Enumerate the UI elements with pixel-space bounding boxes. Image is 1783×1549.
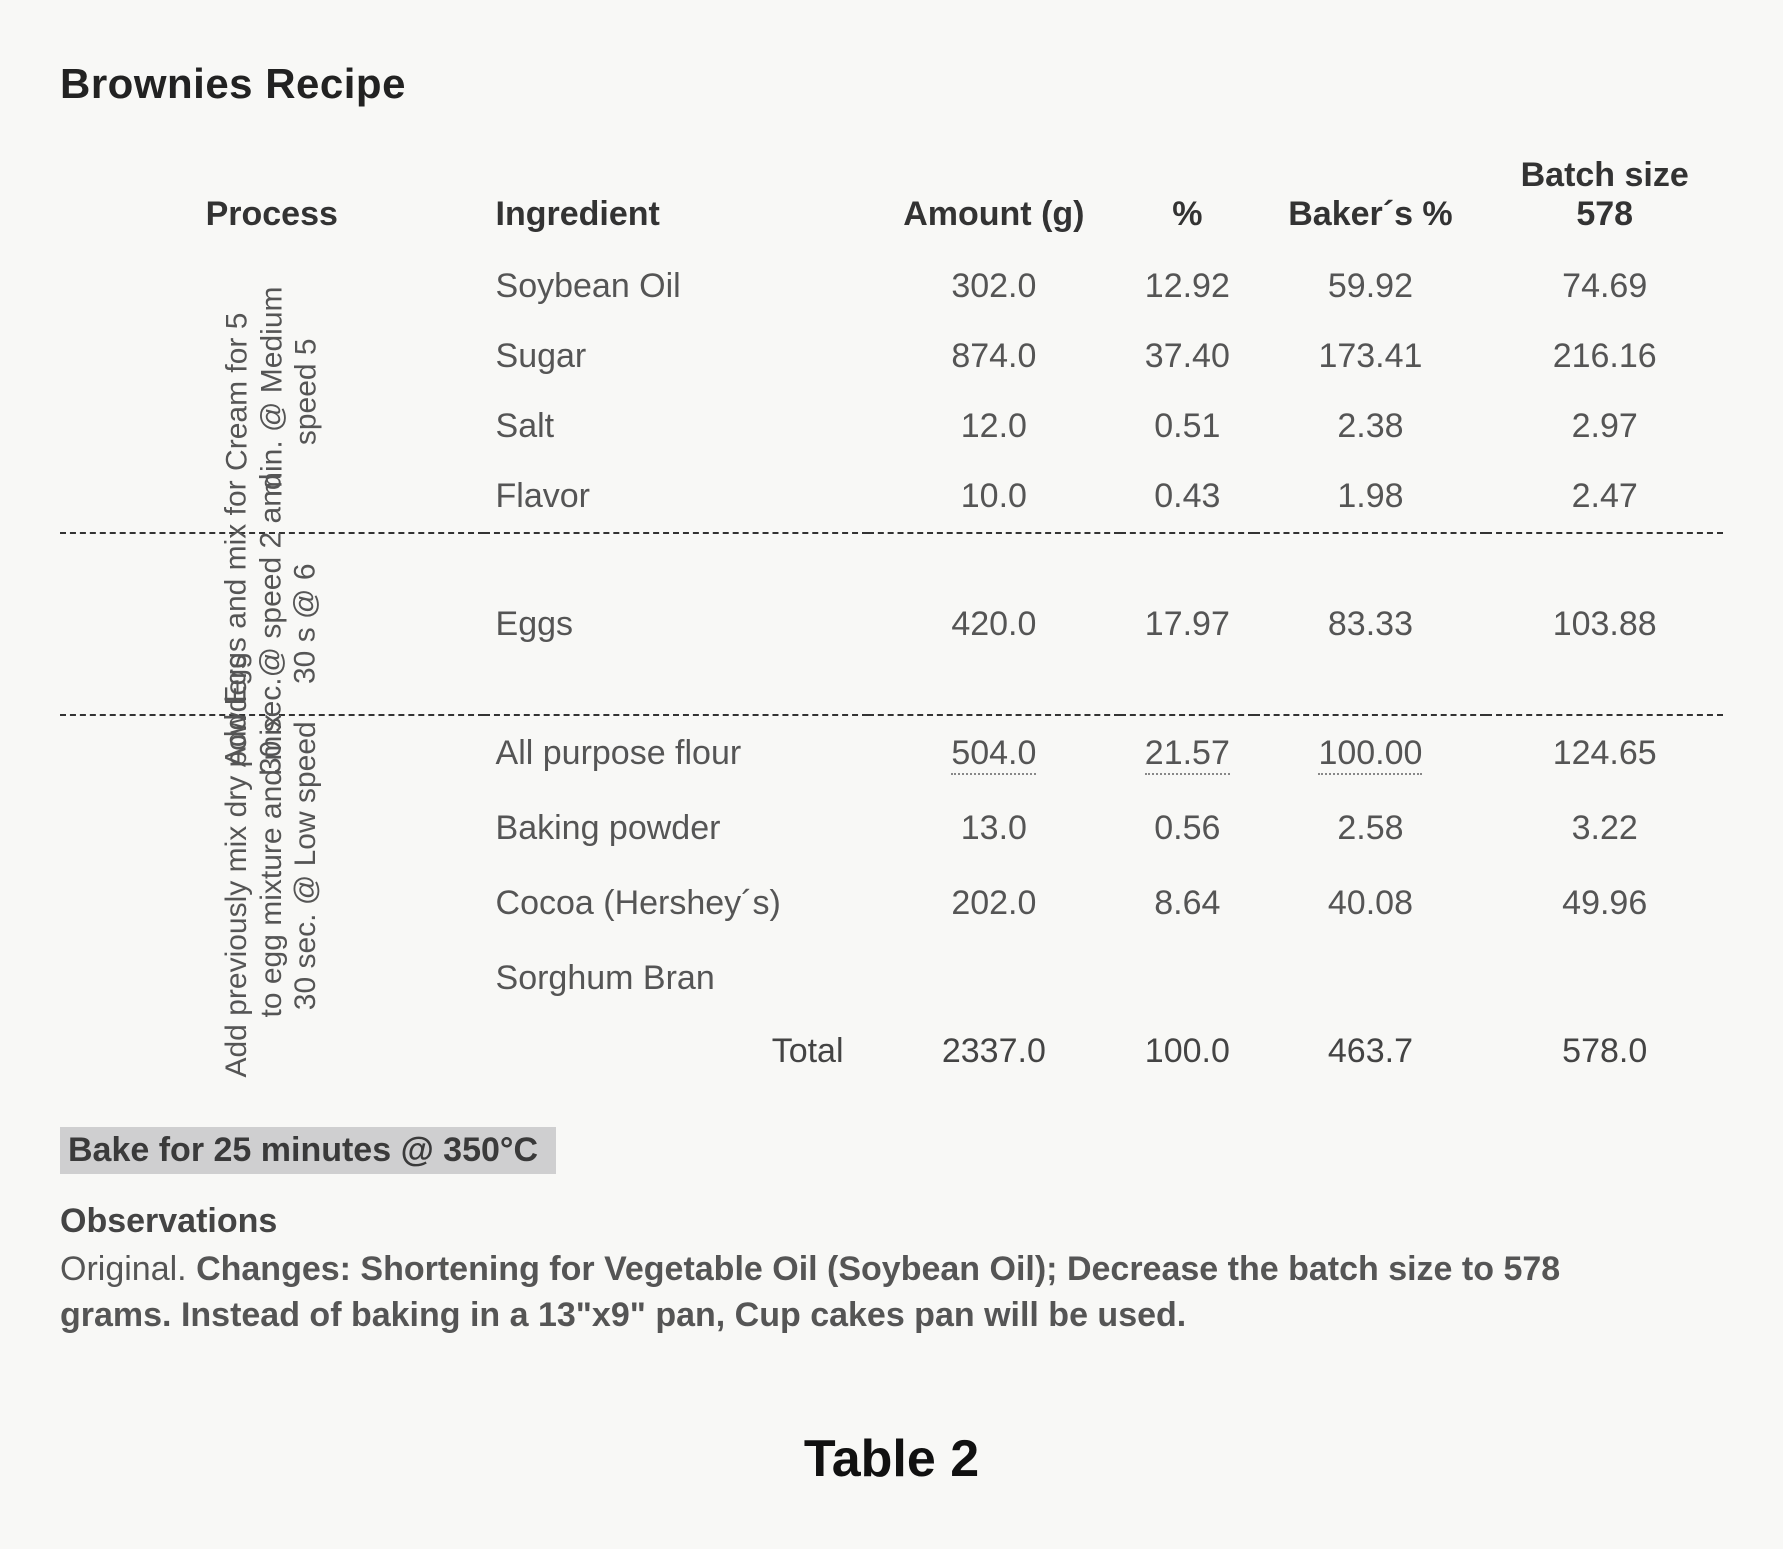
pct-cell	[1120, 941, 1254, 1016]
batch-cell: 49.96	[1486, 866, 1723, 941]
pct-cell: 8.64	[1120, 866, 1254, 941]
ingredient-cell: Baking powder	[484, 791, 868, 866]
observations-body: Original. Changes: Shortening for Vegeta…	[60, 1247, 1680, 1339]
process-cell: Add previously mix dry powdersto egg mix…	[60, 716, 484, 1016]
bakers-cell: 59.92	[1254, 252, 1486, 322]
bakers-cell: 83.33	[1254, 534, 1486, 715]
amount-cell: 10.0	[868, 462, 1121, 533]
header-row: Process Ingredient Amount (g) % Baker´s …	[60, 148, 1723, 252]
total-batch: 578.0	[1486, 1016, 1723, 1081]
bakers-cell: 100.00	[1254, 716, 1486, 791]
recipe-table-wrap: Process Ingredient Amount (g) % Baker´s …	[60, 148, 1723, 1081]
ingredient-cell: Soybean Oil	[484, 252, 868, 322]
table-caption: Table 2	[60, 1429, 1723, 1489]
batch-cell: 74.69	[1486, 252, 1723, 322]
bakers-cell	[1254, 941, 1486, 1016]
batch-size-label: Batch size	[1498, 156, 1711, 195]
ingredient-cell: Sorghum Bran	[484, 941, 868, 1016]
table-row: Add previously mix dry powdersto egg mix…	[60, 716, 1723, 791]
table-body: Cream for 5min. @ Mediumspeed 5 Soybean O…	[60, 252, 1723, 1081]
table-row: Cream for 5min. @ Mediumspeed 5Soybean O…	[60, 252, 1723, 322]
recipe-table: Process Ingredient Amount (g) % Baker´s …	[60, 148, 1723, 1081]
col-process: Process	[60, 148, 484, 252]
bakers-cell: 1.98	[1254, 462, 1486, 533]
pct-cell: 0.56	[1120, 791, 1254, 866]
process-step-text: Cream for 5min. @ Mediumspeed 5	[220, 287, 324, 498]
amount-cell: 202.0	[868, 866, 1121, 941]
bake-instruction: Bake for 25 minutes @ 350°C	[60, 1127, 556, 1174]
ingredient-cell: Sugar	[484, 322, 868, 392]
amount-cell	[868, 941, 1121, 1016]
batch-cell: 2.47	[1486, 462, 1723, 533]
observations-lead: Original.	[60, 1250, 196, 1288]
ingredient-cell: Salt	[484, 392, 868, 462]
batch-cell: 103.88	[1486, 534, 1723, 715]
col-percent: %	[1120, 148, 1254, 252]
ingredient-cell: Flavor	[484, 462, 868, 533]
amount-cell: 12.0	[868, 392, 1121, 462]
col-bakers: Baker´s %	[1254, 148, 1486, 252]
bakers-cell: 2.58	[1254, 791, 1486, 866]
recipe-title: Brownies Recipe	[60, 60, 1723, 108]
col-ingredient: Ingredient	[484, 148, 868, 252]
total-bakers: 463.7	[1254, 1016, 1486, 1081]
ingredient-cell: Eggs	[484, 534, 868, 715]
amount-cell: 874.0	[868, 322, 1121, 392]
pct-cell: 0.43	[1120, 462, 1254, 533]
total-label: Total	[484, 1016, 868, 1081]
observations-heading: Observations	[60, 1202, 1723, 1241]
total-amount: 2337.0	[868, 1016, 1121, 1081]
process-step-text: Add previously mix dry powdersto egg mix…	[220, 654, 324, 1078]
observations-changes: Changes: Shortening for Vegetable Oil (S…	[60, 1250, 1560, 1334]
amount-cell: 13.0	[868, 791, 1121, 866]
ingredient-cell: All purpose flour	[484, 716, 868, 791]
bakers-cell: 40.08	[1254, 866, 1486, 941]
total-pct: 100.0	[1120, 1016, 1254, 1081]
pct-cell: 37.40	[1120, 322, 1254, 392]
ingredient-cell: Cocoa (Hershey´s)	[484, 866, 868, 941]
pct-cell: 21.57	[1120, 716, 1254, 791]
batch-cell: 216.16	[1486, 322, 1723, 392]
amount-cell: 302.0	[868, 252, 1121, 322]
batch-size-value: 578	[1498, 195, 1711, 234]
bakers-cell: 173.41	[1254, 322, 1486, 392]
pct-cell: 12.92	[1120, 252, 1254, 322]
batch-cell: 124.65	[1486, 716, 1723, 791]
amount-cell: 504.0	[868, 716, 1121, 791]
batch-cell	[1486, 941, 1723, 1016]
pct-cell: 17.97	[1120, 534, 1254, 715]
batch-cell: 2.97	[1486, 392, 1723, 462]
bakers-cell: 2.38	[1254, 392, 1486, 462]
batch-cell: 3.22	[1486, 791, 1723, 866]
pct-cell: 0.51	[1120, 392, 1254, 462]
col-batchsize: Batch size 578	[1486, 148, 1723, 252]
amount-cell: 420.0	[868, 534, 1121, 715]
col-amount: Amount (g)	[868, 148, 1121, 252]
